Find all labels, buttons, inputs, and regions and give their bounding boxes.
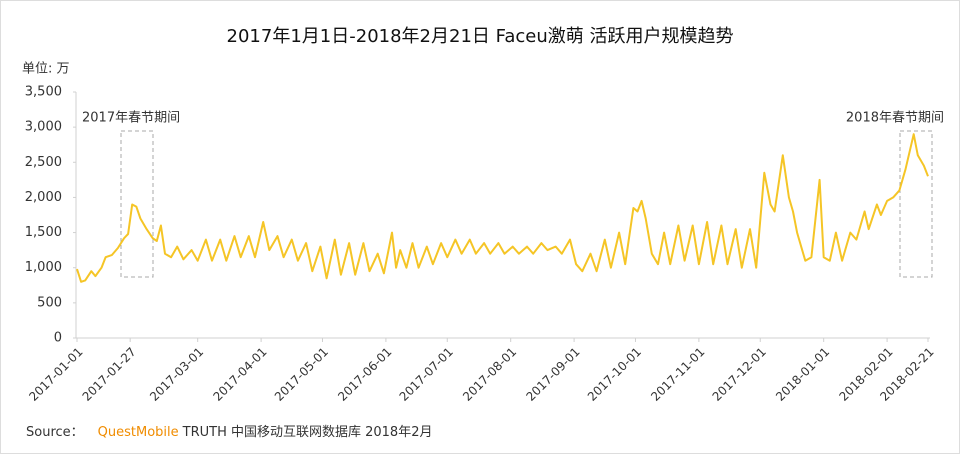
annotation-box <box>899 130 933 278</box>
y-tick-label: 0 <box>54 331 62 346</box>
annotation-box <box>120 130 154 278</box>
y-tick-label: 3,500 <box>25 85 62 100</box>
chart-title: 2017年1月1日-2018年2月21日 Faceu激萌 活跃用户规模趋势 <box>227 26 734 47</box>
annotation: 2018年春节期间 <box>846 111 944 126</box>
source-prefix: Source： <box>26 425 84 440</box>
y-unit: 单位: 万 <box>22 62 70 77</box>
annotation: 2017年春节期间 <box>82 111 180 126</box>
y-tick-label: 3,000 <box>25 120 62 135</box>
source: Source： QuestMobile TRUTH 中国移动互联网数据库 2018年… <box>26 424 432 440</box>
y-tick-label: 500 <box>37 295 62 310</box>
y-tick-label: 1,500 <box>25 225 62 240</box>
y-tick-label: 2,500 <box>25 155 62 170</box>
data-line <box>76 133 929 283</box>
source-text: TRUTH 中国移动互联网数据库 2018年2月 <box>182 424 433 440</box>
y-tick-label: 2,000 <box>25 190 62 205</box>
source-brand: QuestMobile <box>98 425 179 440</box>
y-tick-label: 1,000 <box>25 260 62 275</box>
